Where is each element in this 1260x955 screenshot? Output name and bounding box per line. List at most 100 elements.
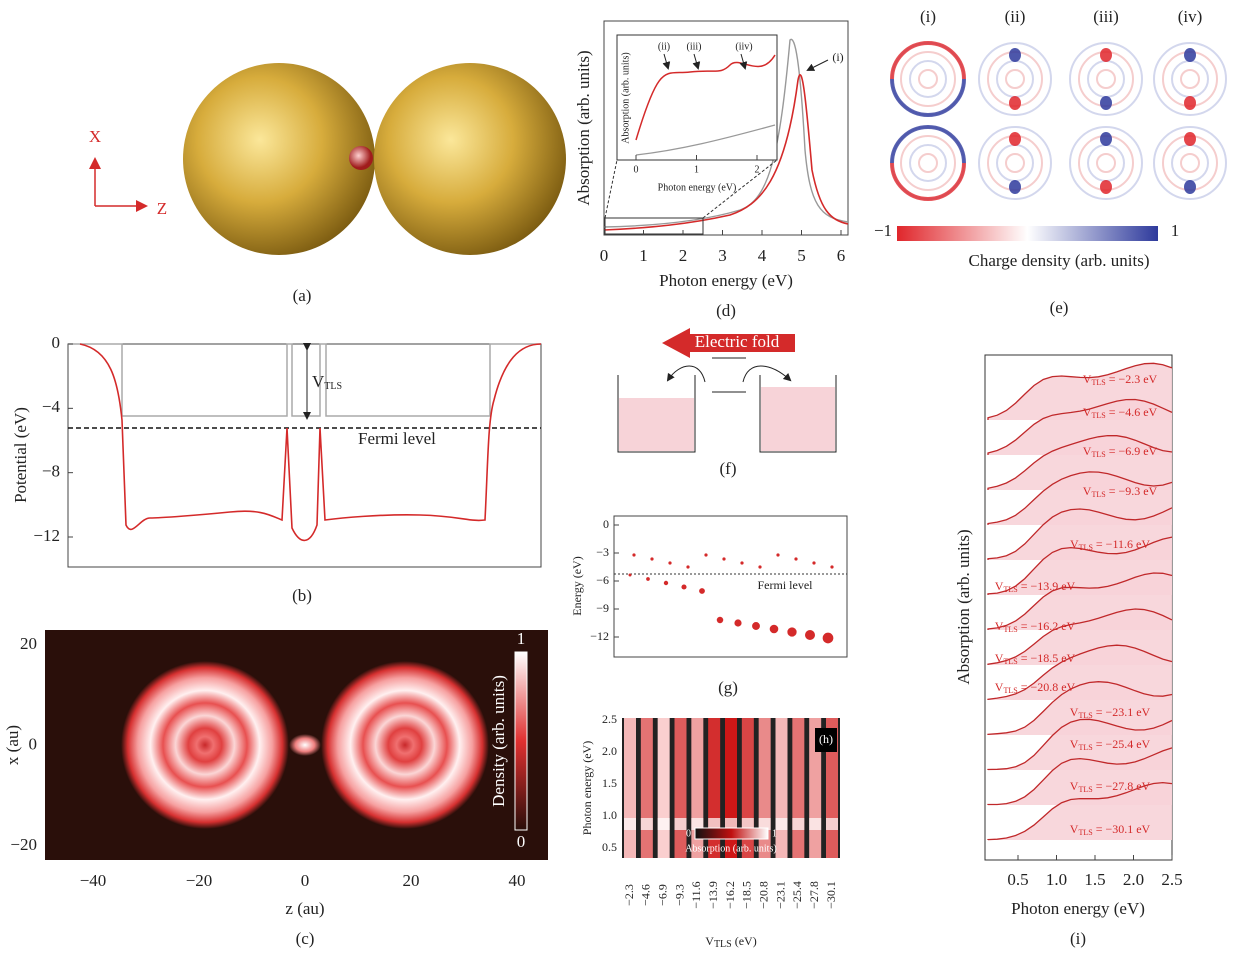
curve-label: TLS [1003, 625, 1017, 634]
stripe [658, 718, 670, 858]
y-tick-label: 1.5 [602, 776, 617, 790]
x-axis-label: (eV) [732, 934, 757, 948]
dot [668, 561, 671, 564]
curve-label: TLS [1079, 543, 1093, 552]
x-tick-label: −4.6 [639, 884, 653, 906]
caption: (d) [716, 301, 736, 320]
x-tick-label: 0.5 [1007, 870, 1028, 889]
x-tick-label: −30.1 [824, 881, 838, 909]
stripe [658, 818, 670, 830]
caption: (e) [1050, 298, 1069, 317]
stripe [641, 718, 653, 858]
dot [734, 619, 741, 626]
y-tick-label: 2.0 [602, 744, 617, 758]
colorbar-tick: 0 [686, 828, 691, 839]
curve-label: V [995, 680, 1004, 694]
colorbar-tick: −1 [874, 221, 892, 240]
curve-label: TLS [1003, 657, 1017, 666]
axis-label: Z [157, 199, 167, 218]
x-axis-label: z (au) [285, 899, 324, 918]
stripe [675, 818, 687, 830]
curve-label: TLS [1003, 585, 1017, 594]
x-tick-label: 0 [600, 246, 609, 265]
curve-label: V [1070, 537, 1079, 551]
curve-label: V [1083, 484, 1092, 498]
dot [686, 565, 689, 568]
pattern [1100, 132, 1112, 146]
dot [787, 627, 796, 636]
y-tick-label: 0 [603, 517, 609, 531]
x-tick-label: −25.4 [790, 881, 804, 909]
pattern [997, 145, 1033, 181]
stripe [776, 818, 788, 830]
y-axis-label: Absorption (arb. units) [620, 52, 631, 143]
y-tick-label: 2.5 [602, 712, 617, 726]
column-label: (ii) [1005, 7, 1026, 26]
y-tick-label: −3 [596, 545, 609, 559]
dot [794, 557, 797, 560]
y-tick-label: 20 [20, 634, 37, 653]
caption: (a) [293, 286, 312, 305]
pattern [1088, 61, 1124, 97]
y-tick-label: −4 [42, 397, 61, 416]
y-tick-label: −12 [33, 526, 60, 545]
curve-label: = −16.2 eV [1018, 619, 1076, 633]
annotation: (iii) [687, 41, 702, 52]
x-tick-label: −6.9 [655, 884, 669, 906]
axis-label: X [89, 127, 101, 146]
y-tick-label: −6 [596, 573, 609, 587]
pattern [1184, 180, 1196, 194]
dot [699, 588, 705, 594]
pattern [1009, 96, 1021, 110]
pattern [1009, 180, 1021, 194]
colorbar-label: Absorption (arb. units) [685, 843, 776, 854]
dot [752, 622, 760, 630]
stripe [624, 718, 636, 858]
x-tick-label: 2 [679, 246, 688, 265]
curve-label: TLS [1091, 450, 1105, 459]
curve-label: V [1070, 822, 1079, 836]
pattern [919, 70, 937, 88]
pattern [1009, 48, 1021, 62]
x-axis-label: Photon energy (eV) [659, 271, 793, 290]
dot [740, 561, 743, 564]
curve-label: V [1083, 405, 1092, 419]
panel-d: (i) Absorption (arb. units) Photon energ… [574, 21, 848, 320]
dot [812, 561, 815, 564]
curve-label: TLS [1091, 411, 1105, 420]
curve-label: = −13.9 eV [1018, 579, 1076, 593]
curve-label: TLS [1078, 711, 1092, 720]
x-axis-label: VTLS (eV) [705, 934, 756, 951]
dot [704, 553, 707, 556]
panel-a: X Z (a) [89, 63, 566, 305]
curve-label: = −23.1 eV [1093, 705, 1151, 719]
y-tick-label: 0.5 [602, 840, 617, 854]
dot [681, 584, 686, 589]
dot [722, 557, 725, 560]
curve-label: = −30.1 eV [1093, 822, 1151, 836]
curve-label: = −4.6 eV [1106, 405, 1158, 419]
curve-label: TLS [1091, 378, 1105, 387]
pattern [1100, 48, 1112, 62]
annotation: TLS [324, 381, 342, 392]
stripe [792, 818, 804, 830]
x-tick-label: 20 [403, 871, 420, 890]
curve-label: = −9.3 eV [1106, 484, 1158, 498]
curve-label: TLS [1091, 490, 1105, 499]
x-tick-label: −11.6 [689, 881, 703, 908]
pattern [997, 61, 1033, 97]
dot [664, 581, 668, 585]
colorbar-label: Density (arb. units) [489, 675, 508, 807]
pattern [910, 61, 946, 97]
panel-c: Density (arb. units) x (au) z (au) (c) [3, 630, 548, 948]
dot [629, 574, 632, 577]
x-tick-label: −20.8 [756, 881, 770, 909]
x-tick-label: 6 [837, 246, 846, 265]
column-label: (i) [920, 7, 936, 26]
curve-label: V [995, 651, 1004, 665]
curve-label: = −20.8 eV [1018, 680, 1076, 694]
colorbar-tick: 1 [1171, 221, 1180, 240]
panel-e: −1 1 Charge density (arb. units) (e) (i)… [874, 7, 1226, 317]
dot [632, 553, 635, 556]
pattern [1172, 145, 1208, 181]
